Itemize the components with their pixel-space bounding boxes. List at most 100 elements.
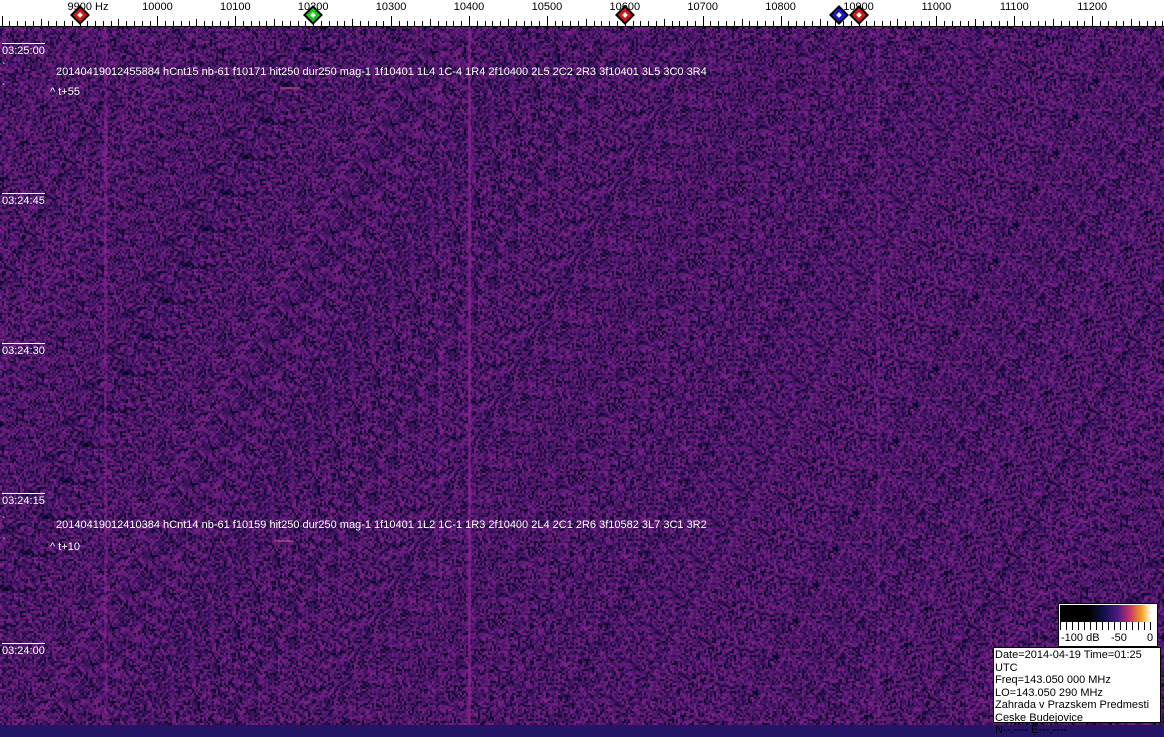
ruler-tick [578, 21, 579, 26]
frequency: Freq=143.050 000 MHz [995, 674, 1111, 686]
ruler-tick [570, 21, 571, 26]
waterfall-spectrogram[interactable] [0, 27, 1164, 725]
ruler-tick [757, 21, 758, 26]
frequency-label: 11200 [1077, 1, 1108, 13]
ruler-tick [609, 21, 610, 26]
ruler-tick [1131, 19, 1132, 26]
ruler-tick [835, 21, 836, 26]
ruler-tick [134, 21, 135, 26]
ruler-tick [1014, 16, 1015, 26]
color-scale-ticks [1060, 622, 1156, 630]
ruler-tick [765, 21, 766, 26]
ruler-tick [586, 19, 587, 26]
ruler-tick [407, 21, 408, 26]
ruler-tick [126, 21, 127, 26]
ruler-tick [111, 21, 112, 26]
ruler-tick [531, 21, 532, 26]
event-marker: ` [2, 62, 6, 73]
ruler-tick [274, 19, 275, 26]
frequency-label: 11000 [921, 1, 952, 13]
ruler-tick [103, 21, 104, 26]
ruler-tick [874, 21, 875, 26]
time-label: 03:24:00 [2, 643, 45, 657]
ruler-tick [25, 21, 26, 26]
ruler-tick [562, 21, 563, 26]
frequency-label: 10800 [765, 1, 796, 13]
ruler-tick [1007, 21, 1008, 26]
time-label: 03:24:15 [2, 493, 45, 507]
ruler-tick [1162, 21, 1163, 26]
ruler-tick [500, 21, 501, 26]
ruler-tick [1155, 21, 1156, 26]
ruler-tick [827, 21, 828, 26]
ruler-tick [165, 21, 166, 26]
location-line-2: Ceske Budejovice [995, 711, 1084, 724]
detection-offset: ^ t+55 [50, 86, 80, 98]
ruler-tick [438, 21, 439, 26]
ruler-tick [1084, 21, 1085, 26]
date-time: Date=2014-04-19 Time=01:25 UTC [995, 649, 1142, 674]
color-scale: -100 dB -50 0 [1058, 603, 1158, 647]
ruler-tick [157, 16, 158, 26]
ruler-tick [17, 21, 18, 26]
ruler-tick [329, 21, 330, 26]
ruler-tick [773, 21, 774, 26]
ruler-tick [72, 21, 73, 26]
ruler-tick [290, 21, 291, 26]
ruler-tick [212, 21, 213, 26]
ruler-tick [1069, 21, 1070, 26]
info-box: Date=2014-04-19 Time=01:25 UTC Freq=143.… [993, 647, 1161, 736]
ruler-tick [95, 21, 96, 26]
ruler-tick [679, 21, 680, 26]
ruler-tick [695, 21, 696, 26]
ruler-tick [189, 21, 190, 26]
ruler-tick [196, 19, 197, 26]
ruler-tick [866, 21, 867, 26]
frequency-label: 10500 [531, 1, 563, 13]
ruler-tick [181, 21, 182, 26]
ruler-tick [524, 21, 525, 26]
ruler-tick [56, 21, 57, 26]
ruler-tick [820, 19, 821, 26]
ruler-tick [142, 21, 143, 26]
event-marker: ` [2, 516, 6, 527]
ruler-tick [960, 21, 961, 26]
ruler-tick [975, 19, 976, 26]
ruler-tick [360, 21, 361, 26]
ruler-tick [1116, 21, 1117, 26]
ruler-tick [235, 16, 236, 26]
ruler-tick [656, 21, 657, 26]
ruler-tick [33, 21, 34, 26]
ruler-tick [87, 21, 88, 26]
ruler-tick [9, 21, 10, 26]
ruler-tick [422, 21, 423, 26]
ruler-tick [718, 21, 719, 26]
ruler-tick [601, 21, 602, 26]
time-label: 03:25:00 [2, 43, 45, 57]
ruler-tick [991, 21, 992, 26]
ruler-tick [220, 21, 221, 26]
time-label: 03:24:45 [2, 193, 45, 207]
coordinates: N--.---- E---.---- [995, 724, 1068, 736]
ruler-tick [1108, 21, 1109, 26]
ruler-tick [383, 21, 384, 26]
ruler-tick [843, 21, 844, 26]
ruler-tick [921, 21, 922, 26]
ruler-tick [469, 16, 470, 26]
ruler-tick [687, 21, 688, 26]
time-label: 03:24:30 [2, 343, 45, 357]
ruler-tick [882, 21, 883, 26]
ruler-tick [368, 21, 369, 26]
ruler-tick [983, 21, 984, 26]
ruler-tick [1077, 21, 1078, 26]
ruler-tick [337, 21, 338, 26]
color-gradient [1060, 605, 1156, 622]
ruler-tick [999, 21, 1000, 26]
ruler-tick [1100, 21, 1101, 26]
ruler-tick [228, 21, 229, 26]
ruler-tick [453, 21, 454, 26]
ruler-tick [430, 19, 431, 26]
ruler-tick [913, 21, 914, 26]
frequency-ruler[interactable]: 9900 Hz 10000101001020010300104001050010… [0, 0, 1164, 27]
ruler-tick [477, 21, 478, 26]
